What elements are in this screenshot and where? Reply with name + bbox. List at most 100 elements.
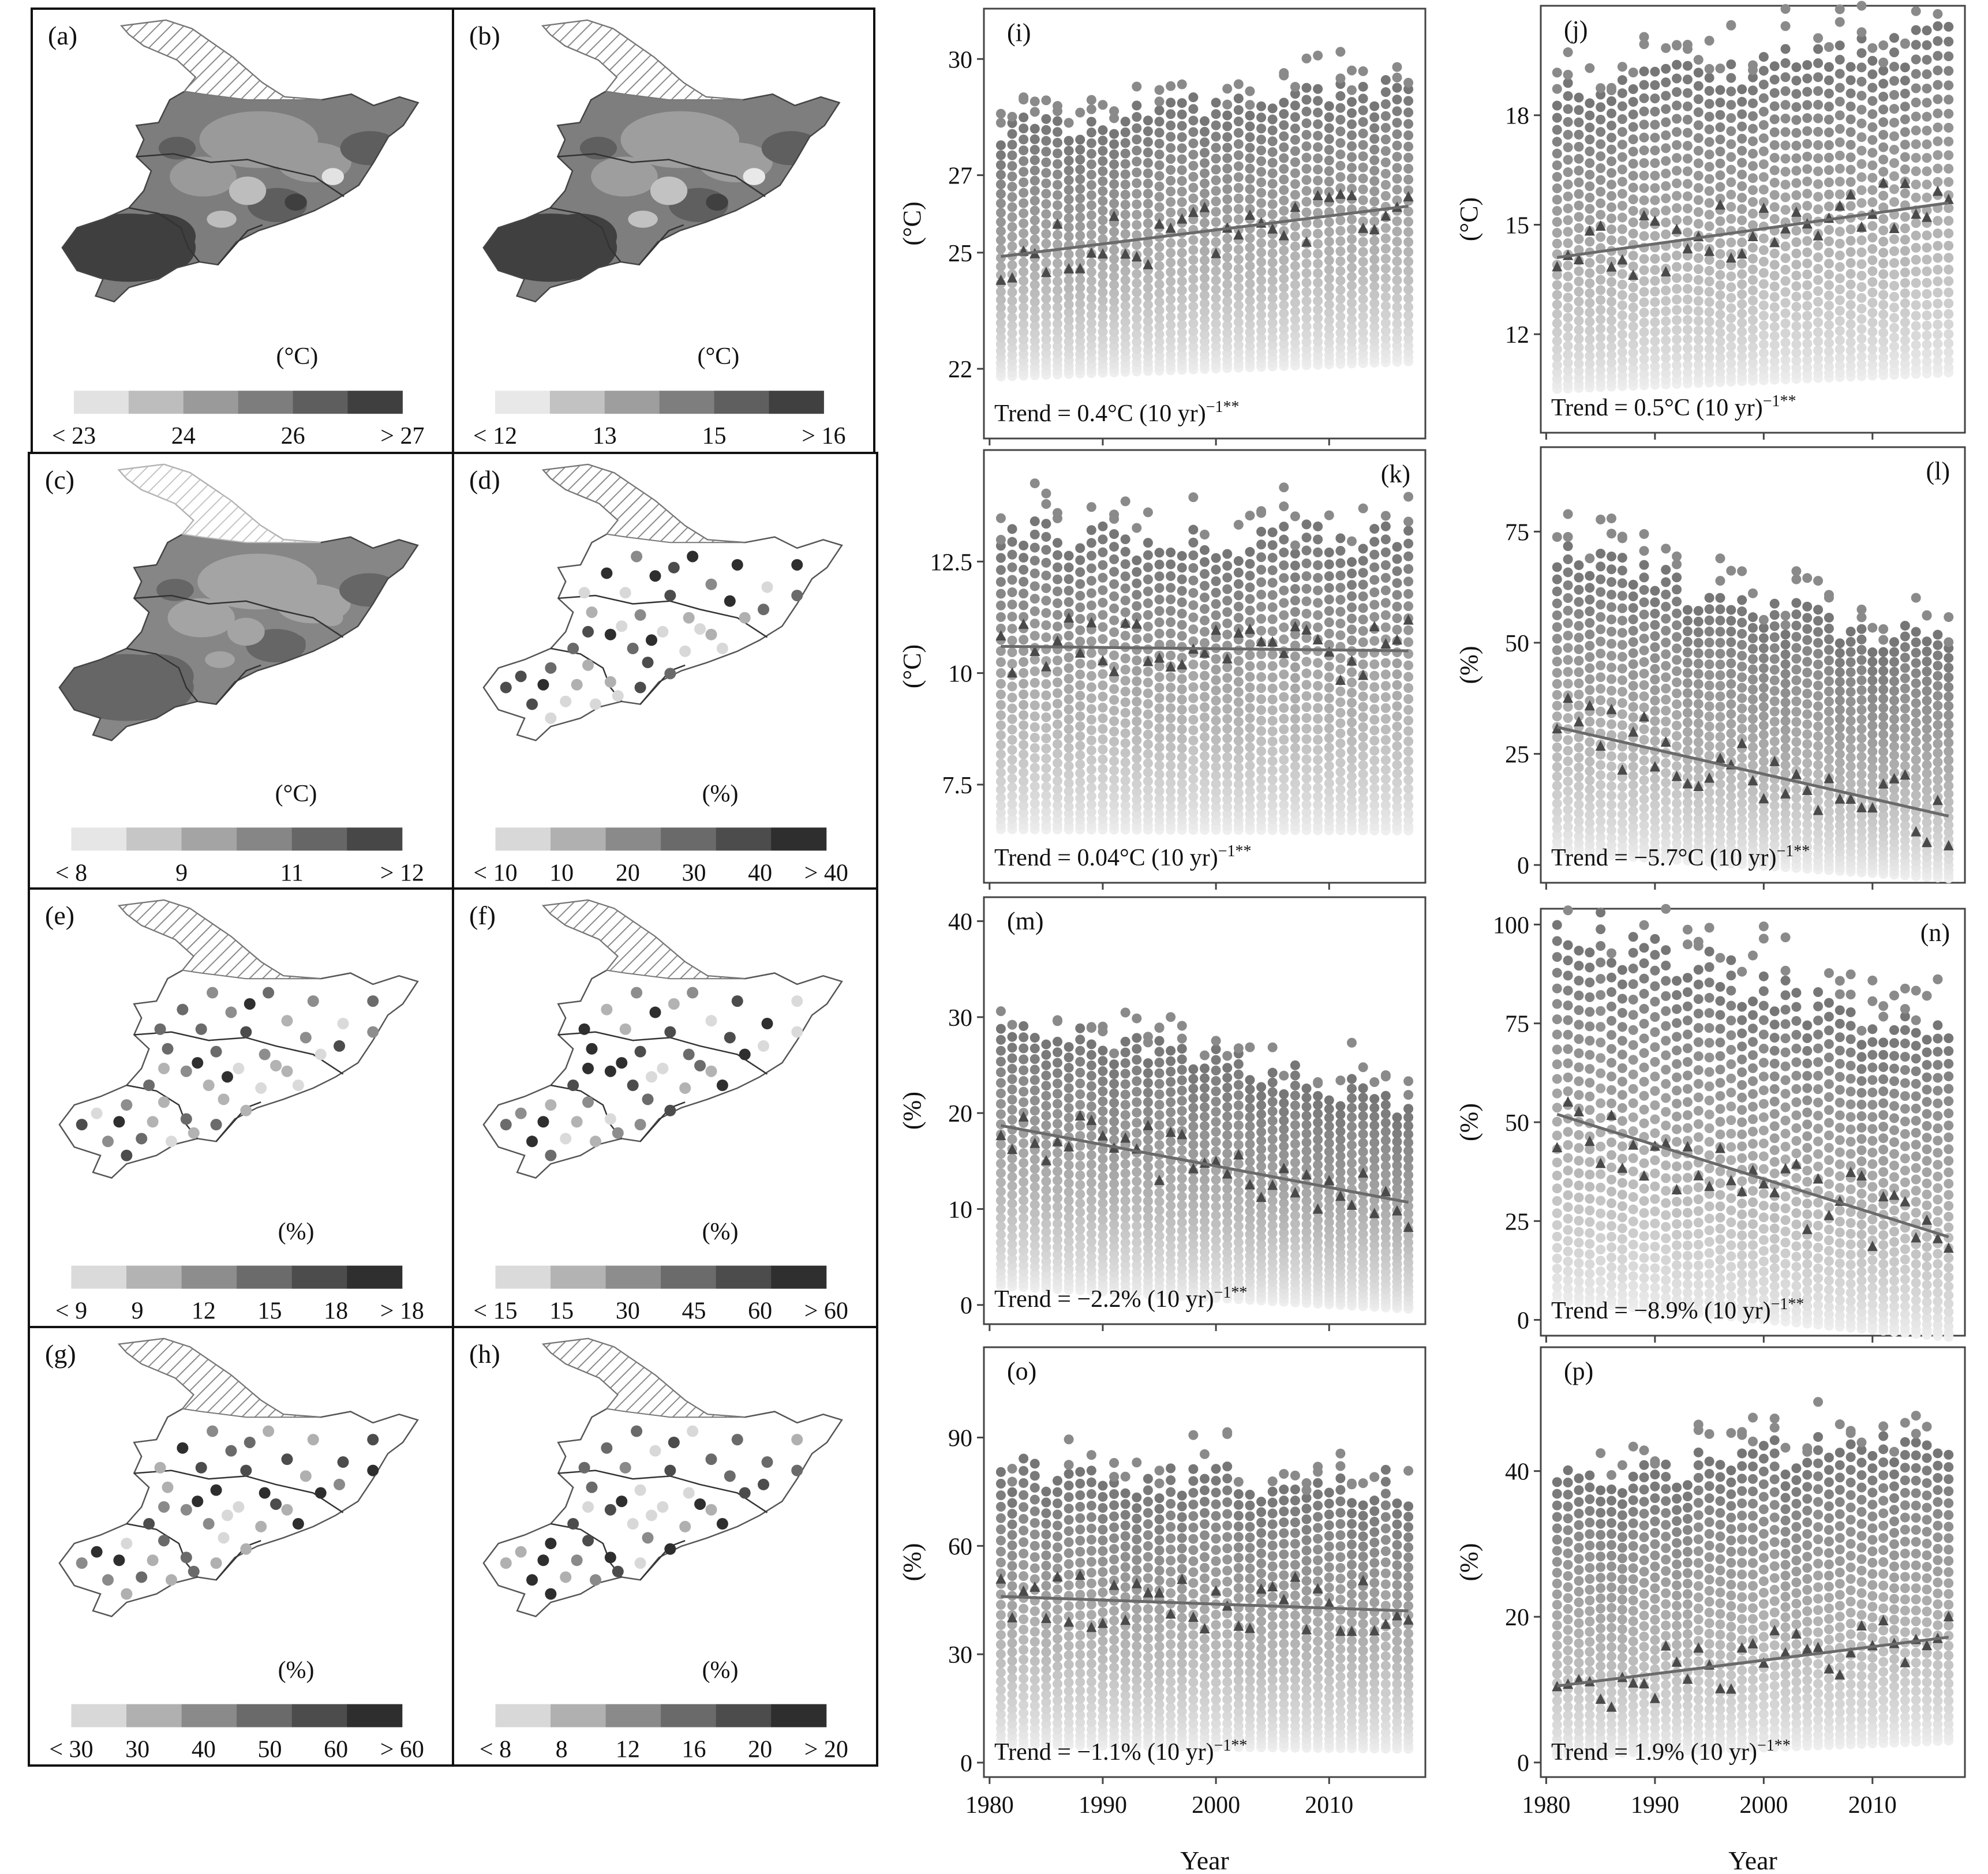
data-point <box>1267 158 1278 168</box>
data-point <box>1585 674 1595 684</box>
data-point <box>1064 185 1074 195</box>
data-point <box>1347 234 1357 244</box>
data-point <box>1301 773 1312 784</box>
data-point <box>1748 684 1758 695</box>
data-point <box>1086 159 1096 170</box>
data-point <box>1154 672 1165 683</box>
data-point <box>1380 168 1391 179</box>
station-dot <box>634 609 646 621</box>
data-point <box>1737 595 1747 605</box>
data-point <box>1650 286 1660 297</box>
data-point <box>1867 327 1878 337</box>
data-point <box>1748 315 1758 325</box>
data-point <box>1769 348 1780 359</box>
data-point <box>1682 284 1693 294</box>
surface-zone <box>227 617 265 646</box>
data-point <box>1617 687 1627 697</box>
data-point <box>1403 318 1414 329</box>
data-point <box>1403 275 1414 286</box>
data-point <box>1911 166 1921 177</box>
data-point <box>1780 167 1791 177</box>
data-point <box>1075 808 1085 818</box>
data-point <box>1041 285 1051 295</box>
data-point <box>1019 294 1029 304</box>
data-point <box>1200 604 1210 614</box>
data-point <box>1824 114 1834 125</box>
station-dot <box>694 623 706 635</box>
data-point <box>1650 297 1660 308</box>
station-dot <box>500 1557 512 1569</box>
data-point <box>1574 286 1584 297</box>
data-point <box>1769 632 1780 642</box>
data-point <box>1758 172 1769 182</box>
data-point <box>1324 559 1334 569</box>
colorbar-swatch <box>716 827 772 851</box>
data-point <box>1177 165 1187 175</box>
data-point <box>1704 638 1714 648</box>
data-point <box>1845 152 1856 163</box>
surface-zone <box>207 211 237 228</box>
data-point <box>1007 212 1017 222</box>
data-point <box>1177 335 1187 346</box>
data-point <box>1086 210 1096 220</box>
data-point <box>1188 310 1199 320</box>
data-point <box>1188 342 1199 352</box>
data-point <box>1313 734 1323 745</box>
data-point <box>1392 140 1402 151</box>
data-point <box>1290 241 1300 252</box>
data-point <box>1834 284 1845 295</box>
data-point <box>1053 610 1062 620</box>
data-point <box>995 325 1006 335</box>
data-point <box>1834 226 1845 237</box>
data-point <box>1944 203 1954 213</box>
annual-mean-marker <box>1769 237 1780 248</box>
data-point <box>1758 233 1769 243</box>
data-point <box>1313 329 1323 339</box>
data-point <box>1878 318 1889 329</box>
annual-mean-marker <box>1278 230 1289 241</box>
data-point <box>1188 318 1199 328</box>
data-point <box>1403 96 1414 106</box>
data-point <box>1628 228 1638 239</box>
data-point <box>1064 307 1074 317</box>
colorbar-swatch <box>495 827 551 851</box>
data-point <box>1922 111 1932 122</box>
station-dot <box>545 1588 557 1600</box>
data-point <box>1780 100 1791 110</box>
panel-letter: (d) <box>469 465 500 494</box>
data-point <box>1607 358 1616 368</box>
colorbar-swatch <box>71 1265 127 1289</box>
data-point <box>1245 751 1255 762</box>
data-point <box>1041 519 1051 529</box>
data-point <box>1290 584 1300 594</box>
data-point <box>1075 731 1085 741</box>
station-dot <box>367 1464 379 1476</box>
data-point <box>1313 313 1323 323</box>
data-point <box>1029 700 1040 711</box>
y-tick-label: 30 <box>948 47 972 73</box>
data-point <box>1301 558 1312 568</box>
data-point <box>1737 798 1747 808</box>
station-dot <box>259 1048 271 1060</box>
data-point <box>1086 682 1096 692</box>
data-point <box>1824 590 1834 600</box>
data-point <box>1944 298 1954 309</box>
surface-zone <box>339 573 399 607</box>
data-point <box>1154 288 1165 298</box>
hatched-area <box>118 463 321 544</box>
data-point <box>1019 540 1029 550</box>
data-point <box>1552 148 1562 159</box>
data-point <box>1279 548 1289 558</box>
data-point <box>1758 66 1769 76</box>
data-point <box>1911 54 1921 65</box>
data-point <box>1715 788 1725 798</box>
data-point <box>1791 793 1802 803</box>
data-point <box>1769 746 1780 756</box>
data-point <box>1324 338 1334 348</box>
data-point <box>1211 665 1221 675</box>
data-point <box>1120 676 1130 686</box>
data-point <box>1574 200 1584 211</box>
colorbar-swatch <box>71 1704 127 1727</box>
data-point <box>1347 677 1357 688</box>
